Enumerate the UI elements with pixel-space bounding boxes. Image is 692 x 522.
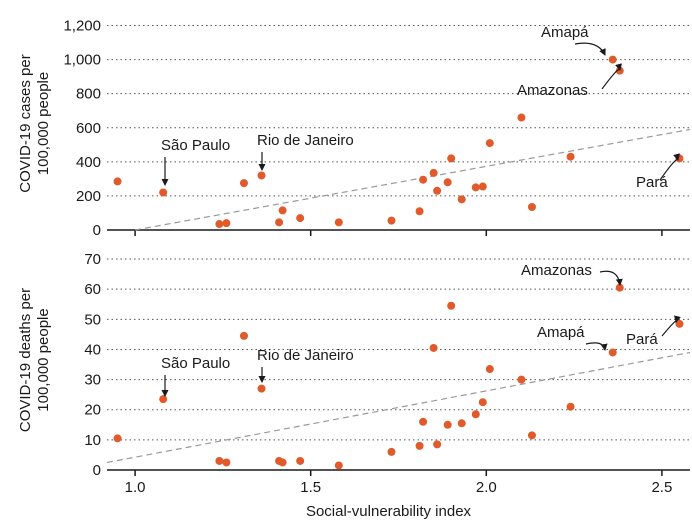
annotation-arrow	[661, 315, 681, 337]
data-point	[485, 139, 494, 148]
data-point	[478, 182, 487, 191]
data-point	[239, 331, 248, 340]
data-point	[415, 441, 424, 450]
data-point	[222, 219, 231, 228]
data-point	[527, 202, 536, 211]
annotation-label: Amazonas	[517, 82, 588, 99]
data-point	[257, 384, 266, 393]
x-axis-title: Social-vulnerability index	[306, 503, 472, 520]
data-point	[433, 440, 442, 449]
cases-panel: 0 200 400 600 800 1,000 1,200 São Paulo Rio de J…	[17, 18, 691, 239]
annotation-label: São Paulo	[161, 137, 230, 154]
data-point	[257, 171, 266, 180]
data-point	[215, 220, 224, 229]
annotation-arrow	[585, 342, 608, 351]
data-point	[485, 365, 494, 374]
annotation-label: Rio de Janeiro	[257, 347, 354, 364]
y-tick-label: 800	[76, 86, 101, 103]
data-point	[471, 410, 480, 419]
data-point	[113, 177, 122, 186]
data-point	[457, 195, 466, 204]
y-tick-label: 10	[84, 432, 101, 449]
data-point	[113, 434, 122, 443]
annotation-label: Amazonas	[521, 262, 592, 279]
trend-line	[106, 351, 691, 464]
data-point	[415, 207, 424, 216]
data-point	[675, 154, 684, 163]
x-tick-label: 2.5	[651, 479, 672, 496]
data-point	[278, 458, 287, 467]
data-point	[517, 375, 526, 384]
x-tick-label: 2.0	[476, 479, 497, 496]
data-point	[222, 458, 231, 467]
y-tick-label: 50	[84, 311, 101, 328]
y-tick-label: 70	[84, 251, 101, 268]
y-tick-label: 20	[84, 402, 101, 419]
data-point	[387, 216, 396, 225]
data-point	[429, 343, 438, 352]
annotation-label: Pará	[626, 331, 658, 348]
y-tick-label: 0	[93, 222, 101, 239]
y-tick-label: 400	[76, 154, 101, 171]
data-point	[278, 206, 287, 215]
data-point	[334, 218, 343, 227]
y-tick-label: 60	[84, 281, 101, 298]
annotation-arrow	[574, 42, 606, 56]
trend-line	[134, 128, 691, 231]
data-point	[159, 395, 168, 404]
data-point	[443, 178, 452, 187]
data-point	[215, 456, 224, 465]
data-point	[478, 398, 487, 407]
data-point	[608, 55, 617, 64]
annotation-arrow	[601, 63, 622, 90]
y-tick-label: 600	[76, 120, 101, 137]
y-axis-title: COVID-19 cases per100,000 people	[17, 54, 52, 192]
annotation-label: Rio de Janeiro	[257, 132, 354, 149]
data-point	[419, 175, 428, 184]
data-point	[296, 214, 305, 223]
data-point	[517, 113, 526, 122]
y-axis-title: COVID-19 deaths per100,000 people	[17, 288, 52, 432]
data-point	[159, 188, 168, 197]
x-tick-label: 1.0	[125, 479, 146, 496]
data-point	[471, 183, 480, 192]
data-point	[566, 152, 575, 161]
y-tick-label: 30	[84, 372, 101, 389]
data-point	[608, 348, 617, 357]
annotation-arrow	[659, 153, 680, 181]
annotation-label: Amapá	[541, 24, 589, 41]
data-point	[433, 186, 442, 195]
data-point	[457, 419, 466, 428]
y-tick-label: 0	[93, 462, 101, 479]
annotation-label: Pará	[636, 174, 668, 191]
data-point	[334, 461, 343, 470]
data-point	[447, 301, 456, 310]
data-point	[443, 420, 452, 429]
y-tick-label: 200	[76, 188, 101, 205]
y-tick-label: 1,000	[63, 52, 101, 69]
annotation-label: São Paulo	[161, 355, 230, 372]
annotation-label: Amapá	[537, 324, 585, 341]
y-tick-label: 40	[84, 341, 101, 358]
annotation-arrow	[599, 270, 623, 286]
data-point	[675, 319, 684, 328]
deaths-panel: 0 10 20 30 40 50 60 70 1.0 1.5 2.0 2.5 São Paulo Rio …	[17, 251, 691, 520]
data-point	[447, 154, 456, 163]
data-point	[566, 402, 575, 411]
y-tick-label: 1,200	[63, 18, 101, 35]
data-point	[419, 417, 428, 426]
x-tick-label: 1.5	[300, 479, 321, 496]
data-point	[527, 431, 536, 440]
data-point	[296, 456, 305, 465]
data-point	[275, 218, 284, 227]
data-point	[429, 168, 438, 177]
data-point	[239, 179, 248, 188]
data-point	[387, 447, 396, 456]
